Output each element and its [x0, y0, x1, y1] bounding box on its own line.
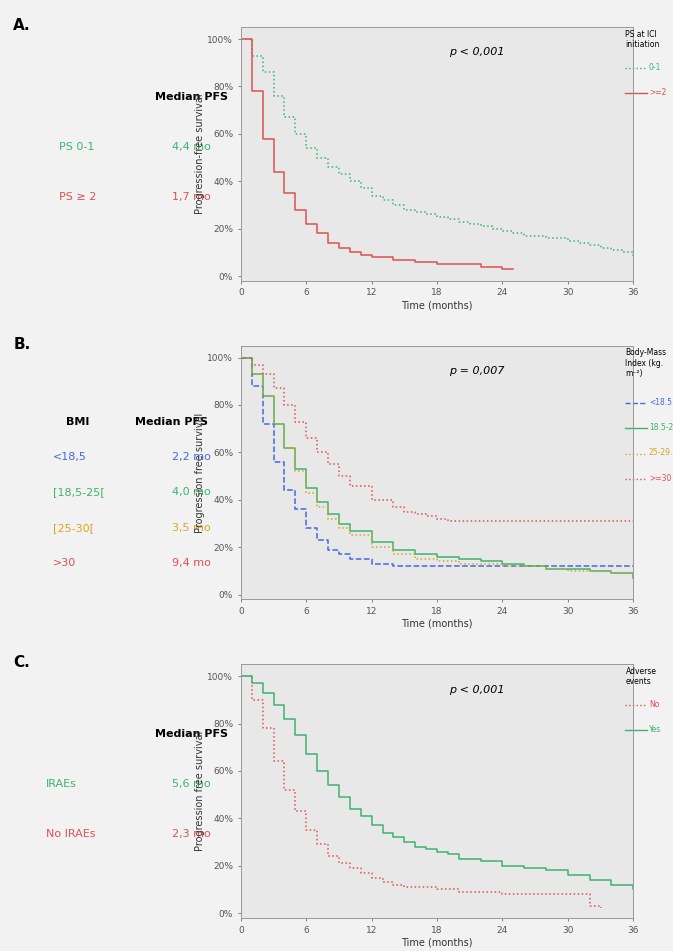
Text: <18,5: <18,5 [53, 452, 87, 462]
Text: 5,6 mo: 5,6 mo [172, 779, 211, 789]
Text: 9,4 mo: 9,4 mo [172, 558, 211, 568]
Text: 2,3 mo: 2,3 mo [172, 829, 211, 840]
Text: PS ≥ 2: PS ≥ 2 [59, 192, 97, 203]
Text: Median PFS: Median PFS [155, 729, 228, 739]
Text: A.: A. [13, 18, 31, 33]
Text: 2,2 mo: 2,2 mo [172, 452, 211, 462]
Text: BMI: BMI [66, 417, 90, 426]
Text: 3,5 mo: 3,5 mo [172, 523, 211, 533]
Text: IRAEs: IRAEs [46, 779, 77, 789]
Text: PS 0-1: PS 0-1 [59, 143, 95, 152]
Text: [18,5-25[: [18,5-25[ [53, 487, 104, 497]
Text: [25-30[: [25-30[ [53, 523, 94, 533]
Text: 4,0 mo: 4,0 mo [172, 487, 211, 497]
Text: Median PFS: Median PFS [135, 417, 208, 426]
Text: No IRAEs: No IRAEs [46, 829, 96, 840]
Text: >30: >30 [53, 558, 76, 568]
Text: Median PFS: Median PFS [155, 92, 228, 102]
Text: C.: C. [13, 655, 30, 670]
Text: 1,7 mo: 1,7 mo [172, 192, 211, 203]
Text: 4,4 mo: 4,4 mo [172, 143, 211, 152]
Text: B.: B. [13, 337, 30, 352]
